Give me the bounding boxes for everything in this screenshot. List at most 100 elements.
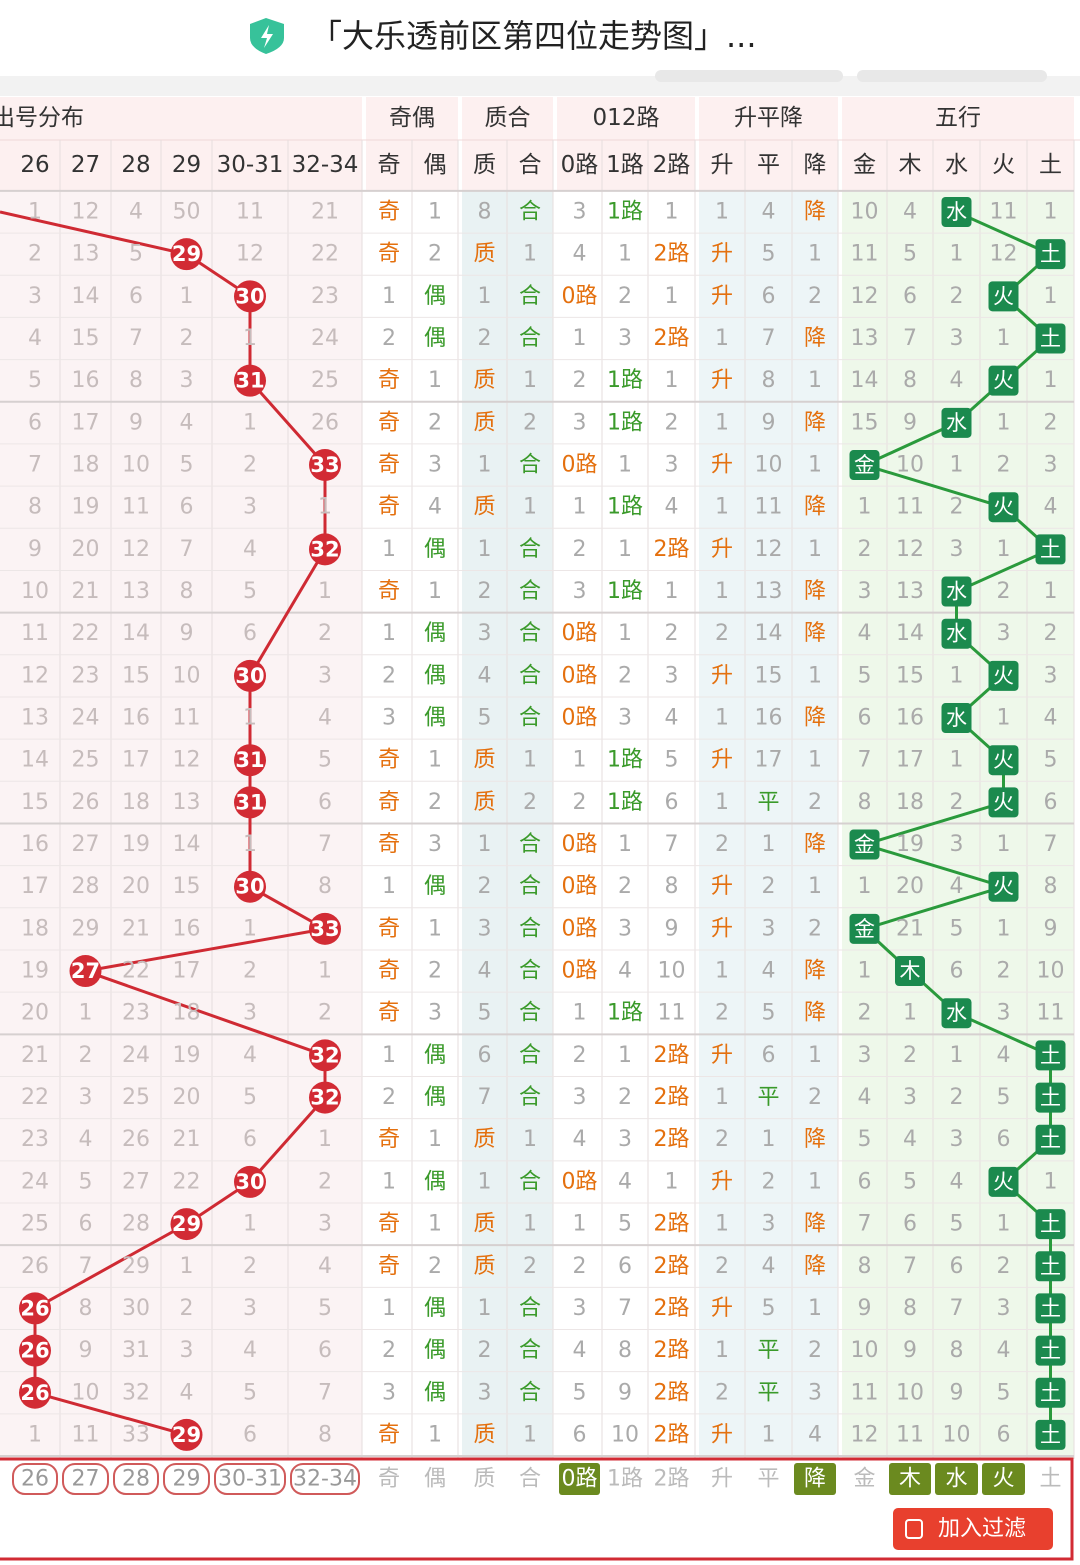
cell: 18 [122,790,150,815]
cell: 12 [896,537,924,562]
cell: 升 [711,874,733,899]
cell: 2 [478,579,492,604]
cell: 9 [1044,916,1058,941]
cell: 6 [618,1254,632,1279]
hit-number: 32 [310,1043,339,1067]
filter-option[interactable] [214,1463,286,1495]
cell: 3 [573,579,587,604]
cell: 15 [896,663,924,688]
column-header: 29 [172,152,201,178]
cell: 5 [618,1212,632,1237]
wuxing-hit [941,576,972,607]
cell: 10 [896,1380,924,1405]
cell: 6 [762,284,776,309]
cell: 2 [428,1254,442,1279]
cell: 升 [711,453,733,478]
filter-option[interactable] [794,1463,836,1495]
filter-option[interactable] [62,1463,109,1495]
cell: 奇 [378,453,400,478]
cell: 3 [382,706,396,731]
filter-option[interactable] [163,1463,210,1495]
cell: 9 [618,1380,632,1405]
cell: 1 [573,748,587,773]
cell: 6 [997,1127,1011,1152]
column-header: 质 [473,152,496,178]
cell: 6 [243,621,257,646]
cell: 11 [122,495,150,520]
filter-option[interactable] [559,1463,600,1495]
cell: 8 [665,874,679,899]
cell: 升 [711,1043,733,1068]
cell: 2 [428,242,442,267]
tab[interactable] [655,70,843,82]
cell: 2 [573,368,587,393]
filter-label: 水 [945,1467,967,1492]
cell: 25 [21,1212,49,1237]
wuxing-hit [1035,1082,1066,1113]
cell: 质 [473,1127,495,1152]
hit-ball [234,870,266,903]
tab[interactable] [857,70,1047,82]
cell: 4 [618,1169,632,1194]
hit-number: 30 [235,664,264,688]
add-filter-button[interactable] [893,1508,1053,1550]
hit-number: 31 [235,748,264,772]
cell: 3 [858,579,872,604]
cell: 1 [950,1043,964,1068]
wuxing-text: 土 [1040,1254,1061,1278]
filter-option[interactable] [12,1463,58,1495]
column-header: 27 [71,152,100,178]
cell: 1 [715,790,729,815]
cell: 5 [858,1127,872,1152]
cell: 合 [519,1296,541,1321]
cell: 奇 [378,1001,400,1026]
column-header: 0路 [561,152,599,178]
group-header: 奇偶 [389,105,435,131]
column-header: 合 [519,152,542,178]
filter-option[interactable] [889,1463,931,1495]
cell: 3 [665,663,679,688]
cell: 4 [762,1254,776,1279]
cell: 偶 [424,706,446,731]
cell: 2路 [654,326,690,351]
cell: 2 [665,410,679,435]
button-icon [905,1519,923,1539]
cell: 1 [715,495,729,520]
hit-ball [234,280,266,313]
filter-option[interactable] [982,1463,1025,1495]
filter-label: 火 [992,1467,1014,1492]
hit-number: 27 [71,959,100,983]
cell: 10 [21,579,49,604]
cell: 2 [715,1380,729,1405]
cell: 21 [21,1043,49,1068]
filter-option[interactable] [113,1463,159,1495]
cell: 2 [1044,621,1058,646]
wuxing-hit [895,956,925,987]
filter-option[interactable] [290,1463,360,1495]
cell: 2 [715,832,729,857]
cell: 22 [311,242,339,267]
wuxing-line [955,547,1052,593]
cell: 26 [21,1254,49,1279]
cell: 4 [180,410,194,435]
hit-ball [234,659,266,692]
cell: 偶 [424,1380,446,1405]
cell: 合 [519,453,541,478]
trend-line [0,210,187,256]
column-group-bg [557,97,695,1459]
cell: 偶 [424,326,446,351]
filter-label: 2路 [654,1467,690,1492]
column-header: 32-34 [292,152,359,178]
cell: 3 [1044,453,1058,478]
cell: 5 [762,242,776,267]
cell: 10 [1037,959,1065,984]
cell: 质 [473,242,495,267]
filter-option[interactable] [935,1463,978,1495]
cell: 2 [79,1043,93,1068]
wuxing-text: 土 [1040,327,1061,351]
wuxing-hit [1035,1251,1066,1282]
cell: 13 [851,326,879,351]
filter-label: 29 [173,1467,201,1492]
cell: 14 [122,621,150,646]
cell: 1路 [607,495,643,520]
